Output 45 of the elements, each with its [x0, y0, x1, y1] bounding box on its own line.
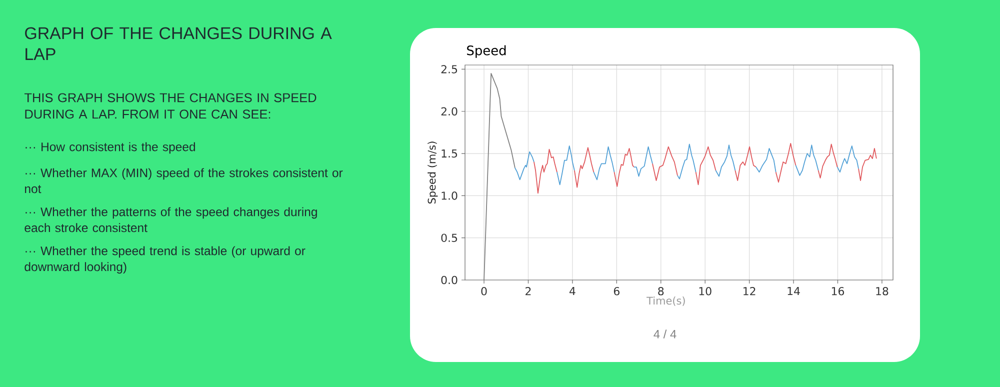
line-series	[652, 146, 678, 181]
line-series	[677, 144, 696, 180]
line-series	[484, 72, 516, 280]
line-series	[818, 144, 838, 178]
x-tick-label: 6	[614, 287, 620, 296]
line-series	[755, 148, 776, 173]
line-series	[574, 147, 594, 188]
line-series	[614, 148, 634, 187]
text: ··· Whether the speed trend is stable (or upward or downward looking)	[24, 246, 306, 274]
chart-title: Speed	[467, 45, 506, 58]
line-series	[633, 146, 653, 177]
line-series	[695, 146, 716, 186]
x-tick-label: 0	[481, 287, 487, 296]
y-tick-label: 1.0	[442, 192, 458, 200]
x-tick-label: 18	[876, 287, 888, 296]
line-series	[556, 145, 575, 186]
text: ··· Whether the patterns of the speed changes during each stroke consistent	[24, 207, 317, 232]
line-series	[534, 148, 558, 194]
text: GRAPH OF THE CHANGES DURING A LAP	[25, 27, 332, 60]
y-tick-label: 0.0	[441, 276, 458, 284]
line-series	[836, 145, 859, 173]
line-series	[775, 142, 796, 183]
y-tick-label: 2.5	[441, 65, 458, 74]
line-series	[734, 146, 756, 181]
x-tick-label: 16	[832, 287, 844, 296]
x-tick-label: 10	[699, 287, 712, 296]
x-axis-title: Time(s)	[646, 296, 685, 306]
line-series	[795, 144, 819, 176]
x-tick-label: 4	[570, 287, 576, 296]
x-tick-label: 2	[526, 287, 531, 296]
text: ··· Whether MAX (MIN) speed of the strokes consistent or not	[25, 168, 343, 194]
y-tick-label: 0.5	[441, 234, 458, 242]
y-tick-label: 1.5	[442, 149, 458, 158]
x-tick-label: 12	[744, 287, 756, 296]
y-axis-title: Speed (m/s)	[428, 142, 438, 204]
text: 4 / 4	[654, 330, 676, 338]
text: ··· How consistent is the speed	[26, 142, 195, 154]
text: THIS GRAPH SHOWS THE CHANGES IN SPEED DURING A LAP. FROM IT ONE CAN SEE:	[24, 93, 316, 119]
line-series	[858, 148, 877, 181]
line-series	[715, 144, 736, 177]
y-tick-label: 2.0	[441, 107, 458, 116]
x-tick-label: 8	[658, 287, 664, 296]
x-tick-label: 14	[788, 287, 800, 296]
line-series	[593, 146, 615, 180]
line-series	[514, 151, 534, 180]
